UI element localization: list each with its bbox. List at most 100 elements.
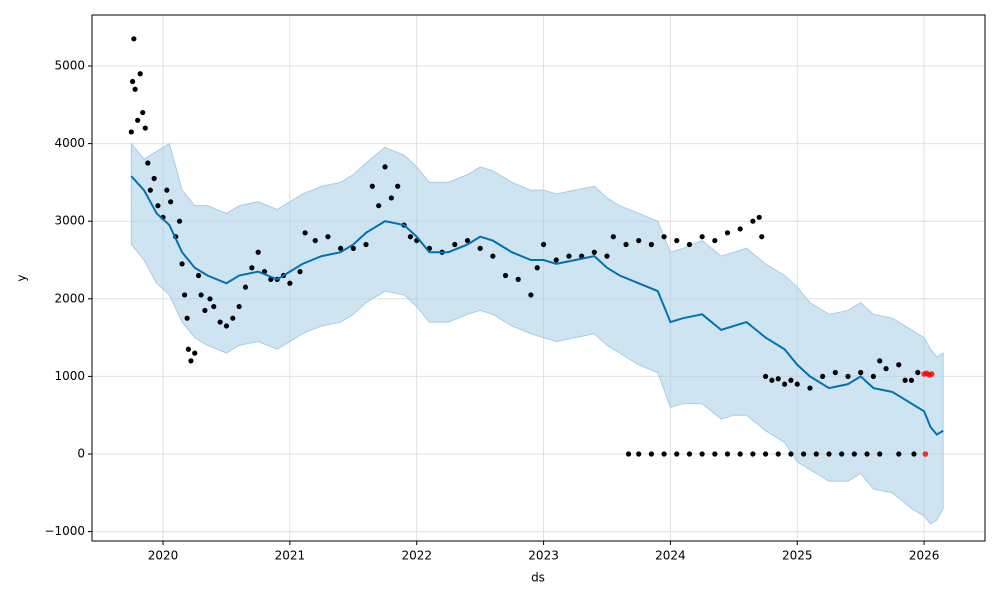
observed-point <box>610 234 616 240</box>
observed-point <box>737 226 743 232</box>
observed-point <box>877 451 883 457</box>
y-tick-label: 4000 <box>54 136 85 150</box>
y-tick-label: 0 <box>77 447 85 461</box>
observed-point <box>877 358 883 364</box>
observed-point <box>839 451 845 457</box>
observed-point <box>176 218 183 224</box>
observed-point <box>452 241 458 248</box>
observed-point <box>579 253 585 259</box>
observed-point <box>168 199 174 205</box>
observed-point <box>382 164 388 170</box>
observed-point <box>369 183 375 189</box>
forecast-line <box>130 175 944 436</box>
observed-point <box>249 265 255 271</box>
observed-point <box>211 303 217 310</box>
observed-point <box>132 86 138 92</box>
observed-point <box>325 234 331 240</box>
observed-point <box>137 71 143 77</box>
observed-point <box>674 451 680 457</box>
observed-point <box>223 323 230 329</box>
observed-point <box>207 296 213 302</box>
observed-point <box>801 451 807 457</box>
observed-point <box>287 280 293 286</box>
observed-point <box>794 381 800 387</box>
observed-point <box>625 451 632 457</box>
observed-point <box>674 237 680 244</box>
observed-point <box>477 245 483 251</box>
observed-point <box>851 451 857 457</box>
x-tick-label: 2020 <box>148 549 179 563</box>
observed-point <box>566 253 572 259</box>
observed-point <box>686 241 693 248</box>
observed-point <box>902 377 908 383</box>
observed-point <box>623 241 629 248</box>
observed-point <box>131 36 137 42</box>
observed-point <box>750 451 756 457</box>
observed-point <box>896 362 902 368</box>
observed-point <box>534 265 540 271</box>
y-tick-label: 3000 <box>54 214 85 228</box>
x-tick-label: 2022 <box>401 549 432 563</box>
x-tick-label: 2024 <box>655 549 686 563</box>
y-tick-label: −1000 <box>44 524 85 538</box>
observed-point <box>769 377 775 383</box>
observed-point <box>181 292 188 298</box>
observed-point <box>242 284 249 290</box>
y-tick-label: 1000 <box>54 369 85 383</box>
observed-point <box>236 303 242 310</box>
observed-point <box>712 237 718 244</box>
plot-frame <box>91 14 986 542</box>
observed-point <box>164 187 170 193</box>
observed-point <box>255 249 261 255</box>
observed-point <box>230 315 236 321</box>
observed-point <box>759 234 765 240</box>
observed-point <box>407 234 413 240</box>
observed-point <box>788 377 794 383</box>
observed-point <box>185 346 192 352</box>
observed-point <box>338 245 344 251</box>
observed-point <box>775 376 781 382</box>
observed-point <box>636 451 642 457</box>
observed-point <box>661 451 667 457</box>
observed-point <box>145 160 151 166</box>
observed-point <box>142 125 148 131</box>
observed-point <box>604 253 610 259</box>
observed-point <box>376 203 382 209</box>
observed-point <box>737 451 743 457</box>
observed-point <box>312 237 318 244</box>
observed-point <box>151 175 157 182</box>
observed-point <box>502 272 509 279</box>
observed-point <box>820 373 826 380</box>
observed-point <box>464 237 471 244</box>
observed-point <box>756 214 762 220</box>
y-tick-label: 2000 <box>54 291 85 305</box>
observed-point <box>883 366 889 372</box>
observed-point <box>202 307 208 314</box>
observed-point <box>395 183 401 189</box>
observed-point <box>128 129 134 135</box>
observed-point <box>135 117 141 123</box>
x-tick-label: 2026 <box>909 549 940 563</box>
x-axis-label: ds <box>531 571 545 585</box>
x-tick-label: 2025 <box>782 549 813 563</box>
observed-point <box>540 241 547 248</box>
observed-point <box>302 230 308 236</box>
observed-point <box>217 319 223 325</box>
x-tick-label: 2021 <box>275 549 306 563</box>
observed-point <box>845 373 851 380</box>
observed-point <box>762 451 769 457</box>
observed-point <box>781 381 788 387</box>
observed-point <box>140 109 146 116</box>
observed-point <box>129 78 136 85</box>
y-axis-label: y <box>15 274 29 281</box>
observed-point <box>363 241 369 248</box>
observed-point <box>724 451 731 457</box>
observed-point <box>661 234 667 240</box>
observed-point <box>591 249 597 255</box>
y-tick-label: 5000 <box>54 58 85 72</box>
observed-point <box>775 451 781 457</box>
observed-point <box>724 230 731 236</box>
observed-point <box>908 377 915 383</box>
observed-point <box>184 315 190 321</box>
observed-point <box>699 234 705 240</box>
